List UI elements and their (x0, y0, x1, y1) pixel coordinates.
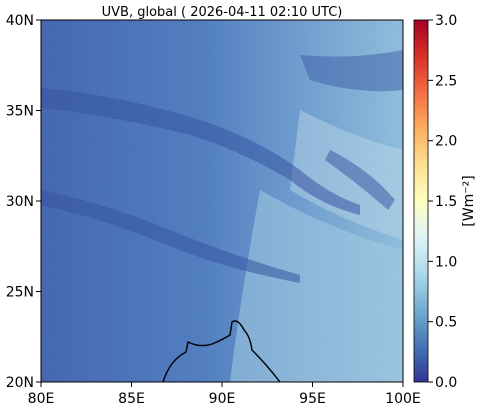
colorbar-label: [Wm⁻²] (461, 175, 477, 226)
lat-tick-label: 25N (6, 285, 34, 301)
coastline (162, 320, 281, 382)
field-texture (41, 20, 403, 382)
lat-tick-label: 20N (6, 375, 34, 391)
map-title: UVB, global ( 2026-04-11 02:10 UTC) (102, 5, 343, 20)
lat-tick-label: 40N (6, 13, 34, 29)
longitude-axis: 80E 85E 90E 95E 100E (28, 382, 421, 407)
lon-tick-label: 80E (28, 391, 55, 407)
colorbar (413, 19, 429, 383)
colorbar-axis: 0.0 0.5 1.0 1.5 2.0 2.5 3.0 (428, 13, 457, 391)
lat-tick-label: 30N (6, 194, 34, 210)
lon-tick-label: 85E (118, 391, 145, 407)
lon-tick-label: 90E (209, 391, 236, 407)
colorbar-tick-label: 0.0 (435, 375, 457, 391)
colorbar-tick-label: 1.0 (435, 254, 457, 270)
lon-tick-label: 95E (299, 391, 326, 407)
uvb-field (41, 20, 403, 382)
lon-tick-label: 100E (385, 391, 421, 407)
latitude-axis: 20N 25N 30N 35N 40N (6, 13, 41, 391)
colorbar-tick-label: 2.5 (435, 73, 457, 89)
colorbar-tick-label: 2.0 (435, 134, 457, 150)
colorbar-tick-label: 0.5 (435, 315, 457, 331)
colorbar-tick-label: 3.0 (435, 13, 457, 29)
lat-tick-label: 35N (6, 104, 34, 120)
colorbar-tick-label: 1.5 (435, 194, 457, 210)
